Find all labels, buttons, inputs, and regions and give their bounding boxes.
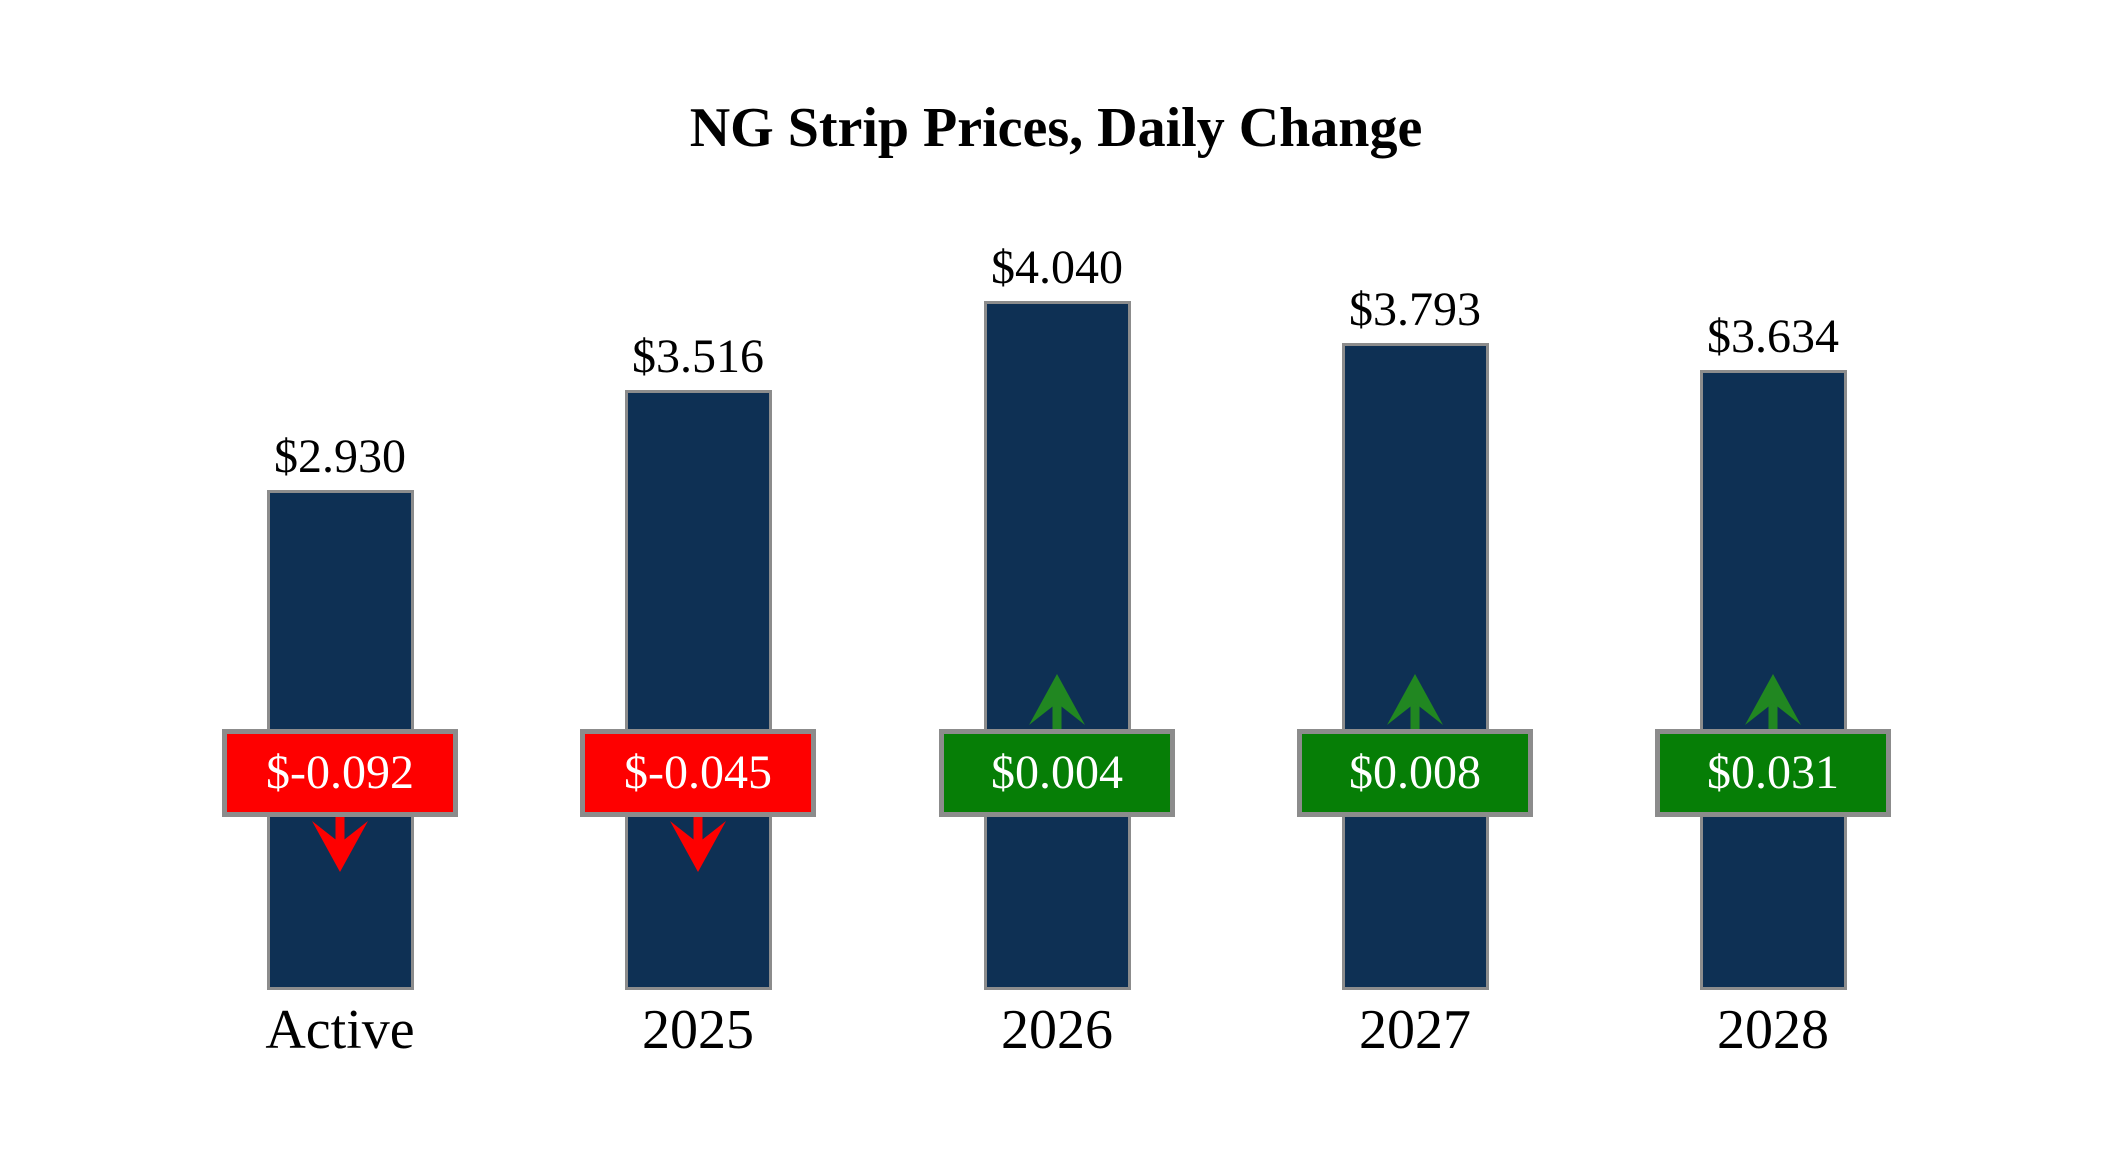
change-badge: $0.004 <box>939 729 1175 817</box>
change-arrow-down-icon <box>663 817 733 875</box>
change-badge-label: $0.031 <box>1707 746 1839 799</box>
change-badge: $0.031 <box>1655 729 1891 817</box>
change-badge: $-0.045 <box>580 729 816 817</box>
change-badge-label: $-0.092 <box>266 746 414 799</box>
category-label: 2025 <box>642 999 754 1061</box>
price-value-label: $3.634 <box>1707 310 1839 363</box>
price-value-label: $3.516 <box>632 330 764 383</box>
category-label: 2028 <box>1717 999 1829 1061</box>
change-badge-label: $0.008 <box>1349 746 1481 799</box>
change-badge: $0.008 <box>1297 729 1533 817</box>
chart-title: NG Strip Prices, Daily Change <box>689 97 1423 159</box>
category-label: 2027 <box>1359 999 1471 1061</box>
category-label: 2026 <box>1001 999 1113 1061</box>
price-bar <box>983 301 1131 990</box>
change-arrow-up-icon <box>1022 671 1092 729</box>
price-value-label: $4.040 <box>991 241 1123 294</box>
change-badge: $-0.092 <box>222 729 458 817</box>
change-badge-label: $0.004 <box>991 746 1123 799</box>
change-arrow-up-icon <box>1380 671 1450 729</box>
price-bar <box>624 390 772 990</box>
price-value-label: $2.930 <box>274 430 406 483</box>
category-label: Active <box>265 999 415 1061</box>
price-bar <box>1341 343 1489 990</box>
price-value-label: $3.793 <box>1349 283 1481 336</box>
change-badge-label: $-0.045 <box>624 746 772 799</box>
change-arrow-down-icon <box>305 817 375 875</box>
change-arrow-up-icon <box>1738 671 1808 729</box>
